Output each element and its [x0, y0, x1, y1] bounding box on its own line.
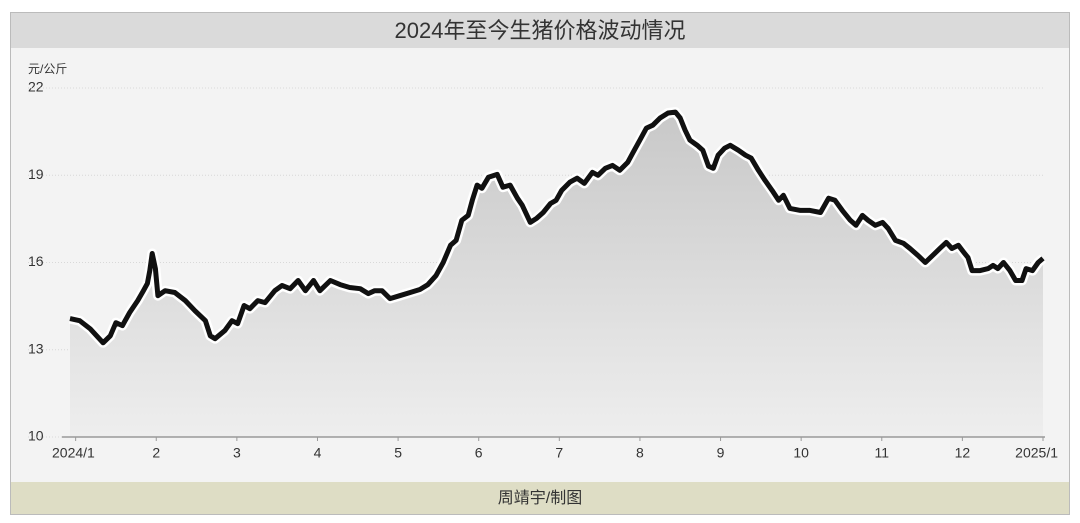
y-unit: 元/公斤	[28, 62, 67, 76]
x-tick-label: 3	[233, 445, 241, 461]
y-tick-label: 19	[28, 166, 44, 182]
area-fill	[70, 112, 1043, 437]
credit: 周靖宇/制图	[498, 489, 582, 507]
x-tick-label: 2024/1	[52, 445, 95, 461]
title-bar	[11, 13, 1069, 48]
x-tick-label: 2025/1	[1015, 445, 1058, 461]
x-tick-label: 9	[717, 445, 725, 461]
plot: 10 13 16 19 22 2024/1 2 3 4 5 6 7 8 9 10 11 12 2025/1	[28, 79, 1058, 461]
x-tick-label: 10	[793, 445, 809, 461]
x-tick-label: 12	[955, 445, 971, 461]
y-tick-label: 10	[28, 428, 44, 444]
x-tick-label: 4	[314, 445, 322, 461]
x-tick-label: 5	[394, 445, 402, 461]
x-tick-label: 8	[636, 445, 644, 461]
x-tick-label: 7	[555, 445, 563, 461]
x-tick-label: 2	[152, 445, 160, 461]
x-tick-label: 11	[875, 445, 890, 461]
line	[69, 109, 1045, 346]
chart-title: 2024年至今生猪价格波动情况	[395, 18, 686, 43]
x-tick-label: 6	[475, 445, 483, 461]
y-tick-label: 22	[28, 79, 44, 95]
footer-bar	[11, 482, 1069, 514]
y-tick-label: 13	[28, 340, 44, 356]
y-tick-label: 16	[28, 253, 44, 269]
